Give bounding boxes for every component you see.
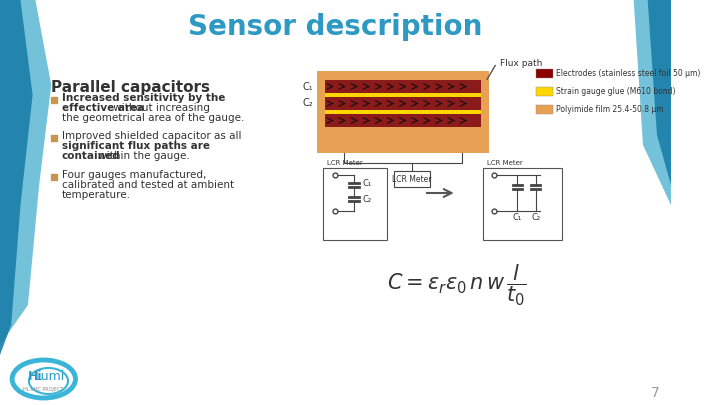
Text: temperature.: temperature. xyxy=(61,190,130,200)
Text: HL·LHC PROJECT: HL·LHC PROJECT xyxy=(22,386,63,392)
Bar xyxy=(323,168,387,240)
Text: C₂: C₂ xyxy=(302,98,313,109)
Bar xyxy=(325,110,481,114)
Text: C₁: C₁ xyxy=(362,179,372,188)
Text: Improved shielded capacitor as all: Improved shielded capacitor as all xyxy=(61,131,241,141)
Text: Electrodes (stainless steel foil 50 μm): Electrodes (stainless steel foil 50 μm) xyxy=(557,68,701,77)
Polygon shape xyxy=(634,0,671,205)
Polygon shape xyxy=(0,0,32,355)
Text: Parallel capacitors: Parallel capacitors xyxy=(51,80,210,95)
Text: within the gauge.: within the gauge. xyxy=(95,151,190,161)
Text: without increasing: without increasing xyxy=(110,103,210,113)
Bar xyxy=(325,114,481,127)
Text: LCR Meter: LCR Meter xyxy=(392,175,431,183)
Text: C₂: C₂ xyxy=(531,213,541,222)
Text: Sensor description: Sensor description xyxy=(189,13,482,41)
Text: effective area: effective area xyxy=(61,103,144,113)
Text: Four gauges manufactured,: Four gauges manufactured, xyxy=(61,170,206,180)
Text: calibrated and tested at ambient: calibrated and tested at ambient xyxy=(61,180,233,190)
Text: Flux path: Flux path xyxy=(500,58,543,68)
Text: $C = \varepsilon_r \varepsilon_0\, n\, w\, \dfrac{l}{t_0}$: $C = \varepsilon_r \varepsilon_0\, n\, w… xyxy=(387,262,526,307)
Text: Hi: Hi xyxy=(28,371,42,384)
Bar xyxy=(325,97,481,110)
Bar xyxy=(536,105,553,114)
Text: 7: 7 xyxy=(651,386,660,400)
Text: C₁: C₁ xyxy=(513,213,522,222)
Text: LCR Meter: LCR Meter xyxy=(327,160,363,166)
Bar xyxy=(394,171,430,187)
Bar xyxy=(536,87,553,96)
Text: Increased sensitivity by the: Increased sensitivity by the xyxy=(61,93,225,103)
Polygon shape xyxy=(0,0,51,345)
Text: the geometrical area of the gauge.: the geometrical area of the gauge. xyxy=(61,113,244,123)
Text: Lumi: Lumi xyxy=(35,371,66,384)
Polygon shape xyxy=(648,0,671,185)
Text: Strain gauge glue (M610 bond): Strain gauge glue (M610 bond) xyxy=(557,87,676,96)
Bar xyxy=(317,71,489,153)
Bar xyxy=(325,93,481,97)
Text: LCR Meter: LCR Meter xyxy=(487,160,523,166)
Bar xyxy=(482,168,562,240)
Bar xyxy=(536,69,553,78)
Text: C₂: C₂ xyxy=(362,194,372,203)
Bar xyxy=(325,80,481,93)
Text: Polyimide film 25.4-50.8 μm: Polyimide film 25.4-50.8 μm xyxy=(557,104,664,113)
Text: contained: contained xyxy=(61,151,120,161)
Text: significant flux paths are: significant flux paths are xyxy=(61,141,210,151)
Text: C₁: C₁ xyxy=(302,81,313,92)
